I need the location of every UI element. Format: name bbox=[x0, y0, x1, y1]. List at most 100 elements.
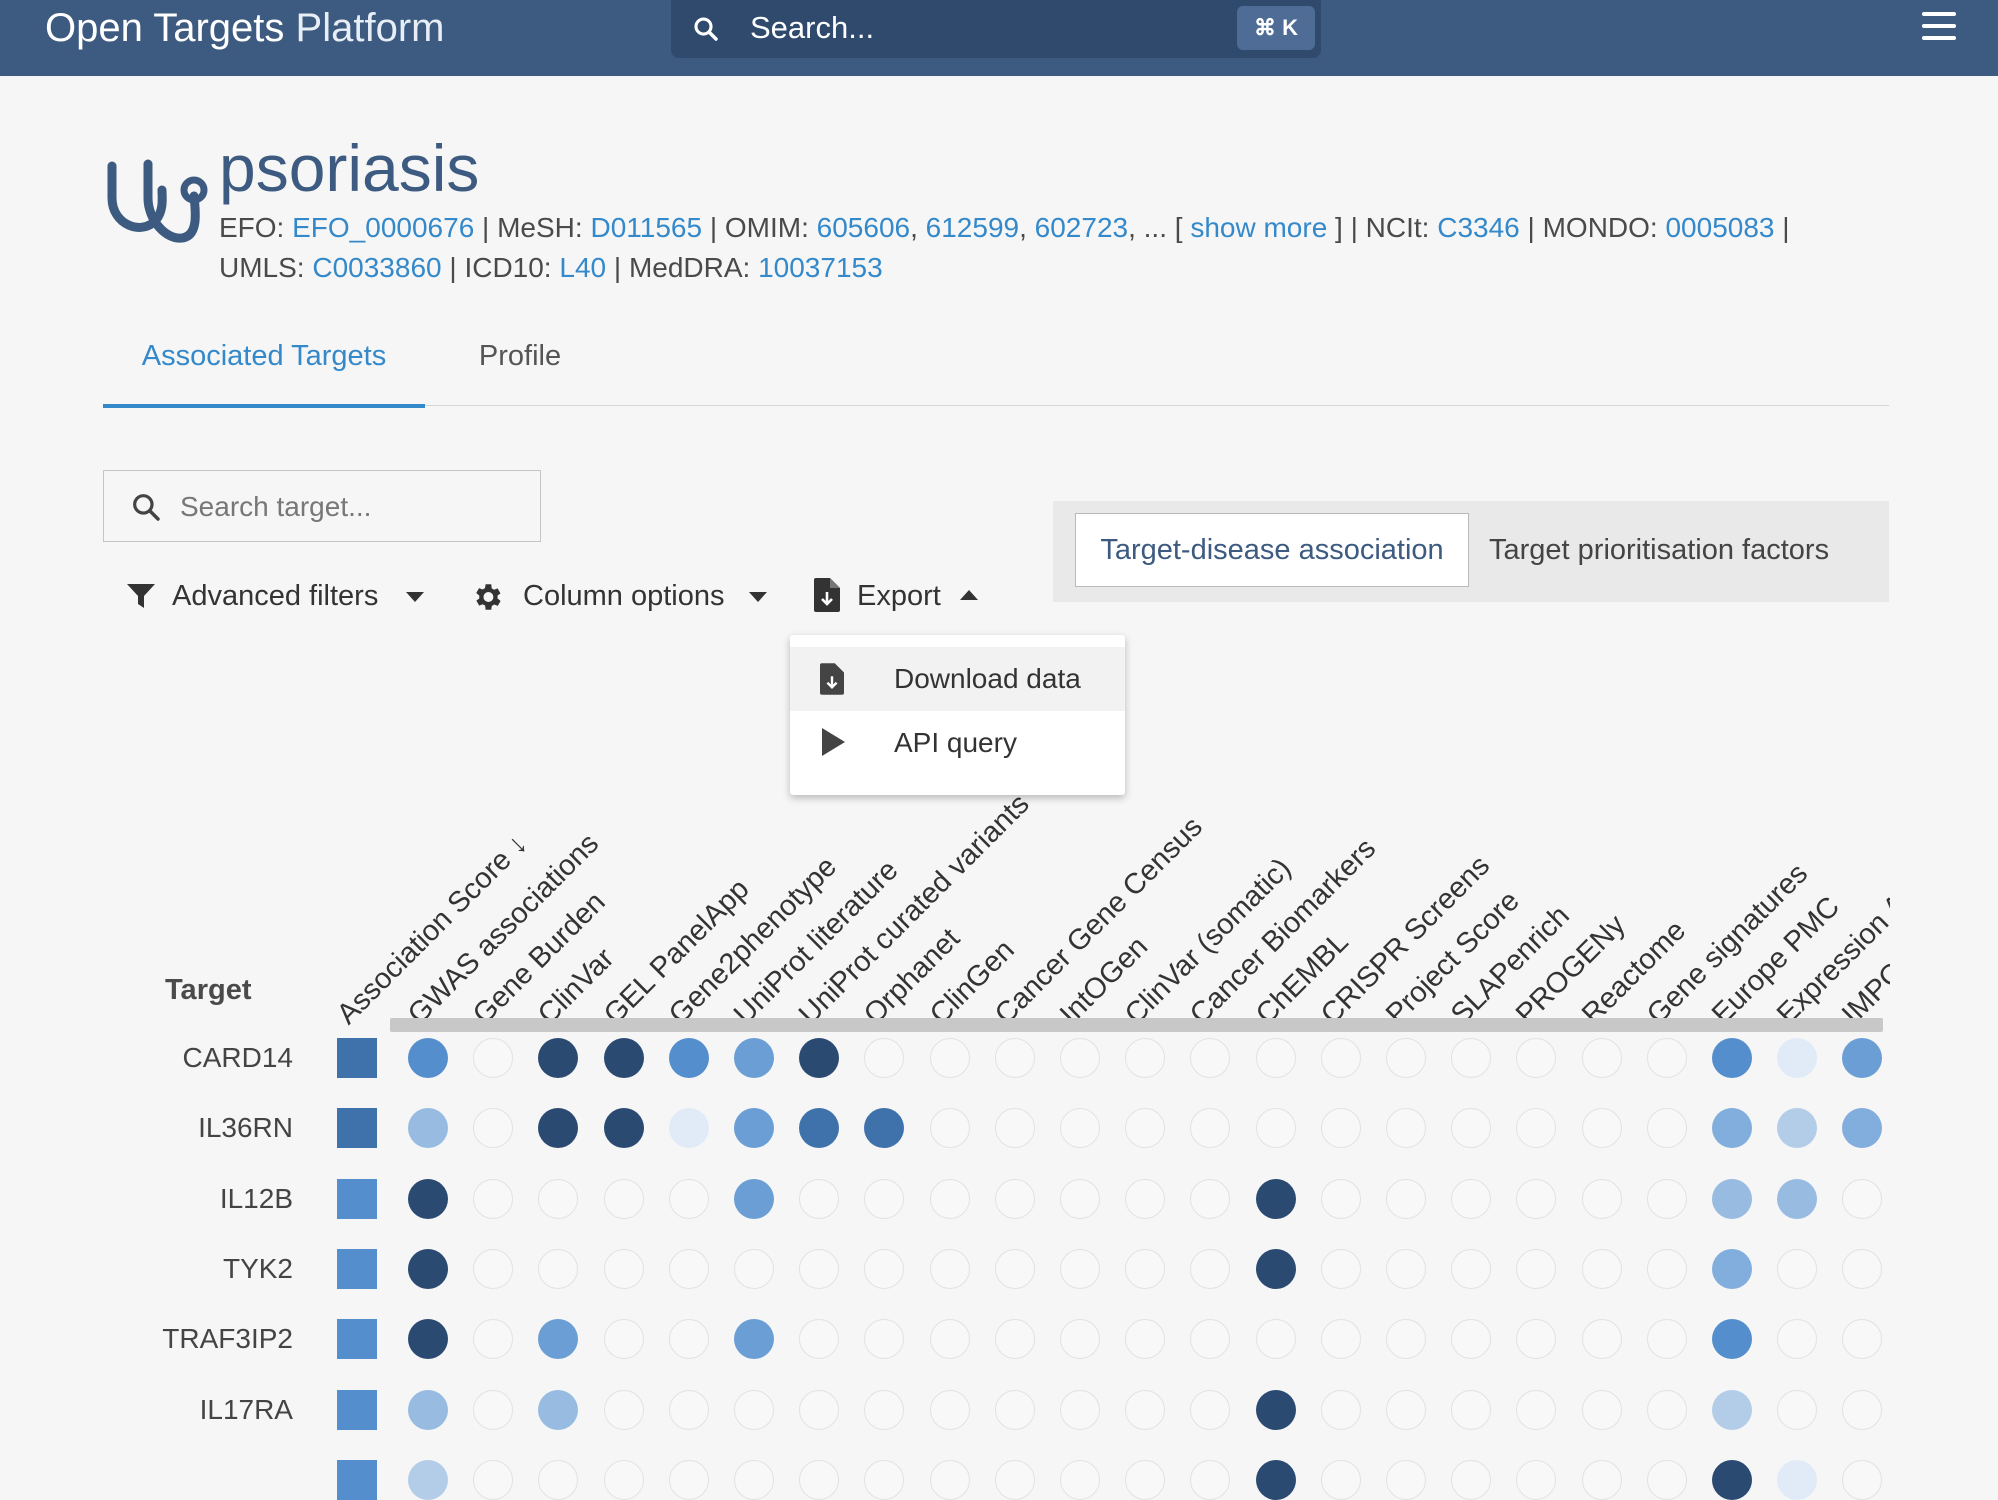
evidence-score-cell[interactable] bbox=[1842, 1178, 1883, 1219]
evidence-score-cell[interactable] bbox=[1125, 1319, 1166, 1360]
evidence-score-cell[interactable] bbox=[1581, 1108, 1622, 1149]
evidence-score-cell[interactable] bbox=[1125, 1108, 1166, 1149]
evidence-score-cell[interactable] bbox=[1451, 1459, 1492, 1500]
evidence-score-cell[interactable] bbox=[1842, 1108, 1883, 1149]
download-data-menu-item[interactable]: Download data bbox=[790, 647, 1125, 711]
evidence-score-cell[interactable] bbox=[1125, 1248, 1166, 1289]
association-score-cell[interactable] bbox=[337, 1248, 377, 1289]
evidence-score-cell[interactable] bbox=[929, 1038, 970, 1078]
evidence-score-cell[interactable] bbox=[1060, 1178, 1100, 1219]
evidence-score-cell[interactable] bbox=[799, 1319, 840, 1360]
evidence-score-cell[interactable] bbox=[538, 1459, 579, 1500]
evidence-score-cell[interactable] bbox=[1386, 1319, 1426, 1360]
evidence-score-cell[interactable] bbox=[473, 1108, 514, 1149]
evidence-score-cell[interactable] bbox=[1386, 1178, 1426, 1219]
evidence-score-cell[interactable] bbox=[864, 1178, 905, 1219]
evidence-score-cell[interactable] bbox=[1255, 1459, 1296, 1500]
evidence-score-cell[interactable] bbox=[473, 1319, 514, 1360]
evidence-score-cell[interactable] bbox=[1190, 1319, 1231, 1360]
xref-link[interactable]: 0005083 bbox=[1665, 212, 1775, 243]
evidence-score-cell[interactable] bbox=[994, 1178, 1035, 1219]
association-score-cell[interactable] bbox=[337, 1319, 377, 1360]
evidence-score-cell[interactable] bbox=[408, 1038, 448, 1078]
evidence-score-cell[interactable] bbox=[1255, 1038, 1296, 1078]
evidence-score-cell[interactable] bbox=[799, 1459, 840, 1500]
evidence-score-cell[interactable] bbox=[929, 1389, 970, 1430]
association-score-cell[interactable] bbox=[337, 1389, 377, 1430]
evidence-score-cell[interactable] bbox=[799, 1038, 840, 1078]
evidence-score-cell[interactable] bbox=[538, 1178, 579, 1219]
evidence-score-cell[interactable] bbox=[1516, 1178, 1557, 1219]
target-name-link[interactable]: IL36RN bbox=[198, 1112, 293, 1144]
evidence-score-cell[interactable] bbox=[1516, 1389, 1557, 1430]
evidence-score-cell[interactable] bbox=[1451, 1389, 1492, 1430]
evidence-score-cell[interactable] bbox=[994, 1389, 1035, 1430]
evidence-score-cell[interactable] bbox=[994, 1459, 1035, 1500]
evidence-score-cell[interactable] bbox=[929, 1459, 970, 1500]
tab-profile[interactable]: Profile bbox=[478, 340, 562, 372]
evidence-score-cell[interactable] bbox=[538, 1248, 579, 1289]
evidence-score-cell[interactable] bbox=[1125, 1389, 1166, 1430]
target-name-link[interactable]: IL12B bbox=[219, 1182, 293, 1214]
evidence-score-cell[interactable] bbox=[1516, 1459, 1557, 1500]
evidence-score-cell[interactable] bbox=[1060, 1248, 1100, 1289]
evidence-score-cell[interactable] bbox=[1581, 1459, 1622, 1500]
global-search-bar[interactable]: Search... ⌘ K bbox=[671, 0, 1321, 58]
evidence-score-cell[interactable] bbox=[1190, 1459, 1231, 1500]
evidence-score-cell[interactable] bbox=[603, 1459, 644, 1500]
evidence-score-cell[interactable] bbox=[408, 1248, 448, 1289]
evidence-score-cell[interactable] bbox=[1255, 1319, 1296, 1360]
evidence-score-cell[interactable] bbox=[864, 1108, 905, 1149]
evidence-score-cell[interactable] bbox=[1060, 1319, 1100, 1360]
evidence-score-cell[interactable] bbox=[1320, 1248, 1361, 1289]
evidence-score-cell[interactable] bbox=[1125, 1459, 1166, 1500]
evidence-score-cell[interactable] bbox=[734, 1178, 774, 1219]
evidence-score-cell[interactable] bbox=[734, 1038, 774, 1078]
evidence-score-cell[interactable] bbox=[1386, 1038, 1426, 1078]
target-name-link[interactable]: CARD14 bbox=[182, 1042, 293, 1073]
target-name-link[interactable]: IL17RA bbox=[199, 1393, 293, 1425]
evidence-score-cell[interactable] bbox=[1516, 1248, 1557, 1289]
evidence-score-cell[interactable] bbox=[473, 1459, 514, 1500]
association-score-cell[interactable] bbox=[337, 1038, 377, 1078]
xref-link[interactable]: L40 bbox=[559, 252, 607, 283]
evidence-score-cell[interactable] bbox=[1581, 1319, 1622, 1360]
target-disease-association-toggle[interactable]: Target-disease association bbox=[1075, 513, 1469, 587]
xref-link[interactable]: 605606 bbox=[816, 212, 911, 243]
evidence-score-cell[interactable] bbox=[864, 1038, 905, 1078]
evidence-score-cell[interactable] bbox=[929, 1108, 970, 1149]
evidence-score-cell[interactable] bbox=[1320, 1319, 1361, 1360]
evidence-score-cell[interactable] bbox=[864, 1459, 905, 1500]
evidence-score-cell[interactable] bbox=[1386, 1108, 1426, 1149]
evidence-score-cell[interactable] bbox=[538, 1319, 579, 1360]
evidence-score-cell[interactable] bbox=[1320, 1389, 1361, 1430]
evidence-score-cell[interactable] bbox=[1842, 1319, 1883, 1360]
evidence-score-cell[interactable] bbox=[668, 1319, 709, 1360]
evidence-score-cell[interactable] bbox=[1125, 1038, 1166, 1078]
evidence-score-cell[interactable] bbox=[1516, 1038, 1557, 1078]
xref-link[interactable]: 612599 bbox=[925, 212, 1020, 243]
evidence-score-cell[interactable] bbox=[1320, 1108, 1361, 1149]
evidence-score-cell[interactable] bbox=[1646, 1459, 1687, 1500]
target-prioritisation-toggle[interactable]: Target prioritisation factors bbox=[1489, 534, 1830, 566]
xref-link[interactable]: C0033860 bbox=[312, 252, 442, 283]
evidence-score-cell[interactable] bbox=[1386, 1248, 1426, 1289]
target-name-link[interactable]: TRAF3IP2 bbox=[162, 1323, 293, 1355]
target-search-input[interactable]: Search target... bbox=[103, 470, 541, 542]
evidence-score-cell[interactable] bbox=[473, 1248, 514, 1289]
evidence-score-cell[interactable] bbox=[1255, 1389, 1296, 1430]
evidence-score-cell[interactable] bbox=[408, 1459, 448, 1500]
evidence-score-cell[interactable] bbox=[668, 1389, 709, 1430]
evidence-score-cell[interactable] bbox=[1060, 1038, 1100, 1078]
evidence-score-cell[interactable] bbox=[603, 1038, 644, 1078]
evidence-score-cell[interactable] bbox=[1842, 1389, 1883, 1430]
xref-link[interactable]: 602723 bbox=[1034, 212, 1129, 243]
evidence-score-cell[interactable] bbox=[929, 1319, 970, 1360]
evidence-score-cell[interactable] bbox=[799, 1178, 840, 1219]
association-score-cell[interactable] bbox=[337, 1459, 377, 1500]
evidence-score-cell[interactable] bbox=[1581, 1038, 1622, 1078]
evidence-score-cell[interactable] bbox=[473, 1038, 514, 1078]
evidence-score-cell[interactable] bbox=[538, 1038, 579, 1078]
xref-link[interactable]: C3346 bbox=[1437, 212, 1520, 243]
evidence-score-cell[interactable] bbox=[1777, 1389, 1818, 1430]
